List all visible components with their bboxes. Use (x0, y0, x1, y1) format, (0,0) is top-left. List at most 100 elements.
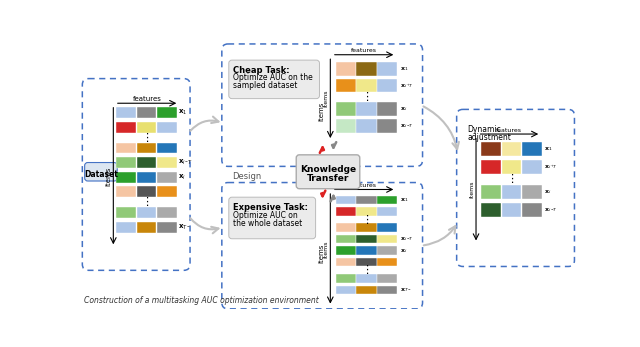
Text: $\mathbf{x}_i$: $\mathbf{x}_i$ (544, 188, 552, 196)
Bar (336, 286, 356, 294)
Text: items: items (106, 166, 112, 186)
Bar (522, 203, 541, 217)
Bar (377, 258, 397, 266)
Text: $\mathbf{x}_i$: $\mathbf{x}_i$ (179, 172, 186, 182)
Bar (157, 143, 177, 153)
Bar (502, 185, 522, 199)
FancyBboxPatch shape (84, 162, 117, 181)
Bar (116, 122, 136, 133)
Text: Design: Design (232, 172, 261, 181)
Bar (336, 62, 356, 76)
Bar (356, 246, 377, 255)
Text: $\mathbf{x}_{i^-\!T}$: $\mathbf{x}_{i^-\!T}$ (400, 122, 413, 130)
Text: Transfer: Transfer (307, 174, 349, 183)
Bar (356, 196, 377, 204)
Bar (157, 157, 177, 168)
Text: Dynamic: Dynamic (467, 125, 501, 134)
Bar (377, 196, 397, 204)
Bar (356, 286, 377, 294)
Bar (336, 223, 356, 232)
Bar (522, 185, 541, 199)
Text: adjustment: adjustment (467, 133, 511, 142)
Bar (336, 235, 356, 243)
Text: $\mathbf{x}_1$: $\mathbf{x}_1$ (544, 145, 553, 153)
Bar (136, 172, 156, 183)
Bar (157, 222, 177, 232)
Bar (136, 207, 156, 218)
Bar (136, 222, 156, 232)
Text: ⋮: ⋮ (141, 133, 152, 143)
Text: features: features (351, 183, 377, 188)
Bar (502, 203, 522, 217)
Bar (336, 274, 356, 283)
Bar (377, 119, 397, 133)
Bar (136, 107, 156, 118)
Bar (522, 160, 541, 174)
Bar (377, 79, 397, 92)
Bar (481, 185, 501, 199)
Text: $\mathbf{x}_{i^+\!T}$: $\mathbf{x}_{i^+\!T}$ (544, 163, 558, 171)
Bar (356, 102, 377, 116)
Bar (377, 223, 397, 232)
Text: $\mathbf{x}_{i^+\!T}$: $\mathbf{x}_{i^+\!T}$ (400, 82, 413, 90)
Bar (157, 172, 177, 183)
Text: Expensive Task:: Expensive Task: (233, 203, 308, 212)
Text: $\mathbf{x}_{i^-\!T}$: $\mathbf{x}_{i^-\!T}$ (179, 158, 193, 167)
Bar (377, 286, 397, 294)
Bar (116, 157, 136, 168)
Text: $\mathbf{x}_i$: $\mathbf{x}_i$ (400, 105, 407, 113)
Bar (356, 119, 377, 133)
Text: $\mathbf{x}_{T^-}$: $\mathbf{x}_{T^-}$ (179, 223, 191, 232)
Bar (336, 246, 356, 255)
Text: the whole dataset: the whole dataset (233, 219, 302, 228)
Bar (356, 79, 377, 92)
Text: Construction of a multitasking AUC optimization environment: Construction of a multitasking AUC optim… (84, 296, 319, 305)
Bar (377, 235, 397, 243)
Text: features: features (132, 96, 161, 102)
FancyBboxPatch shape (222, 44, 422, 166)
Bar (336, 102, 356, 116)
Bar (377, 207, 397, 215)
Text: features: features (351, 48, 377, 53)
Bar (502, 160, 522, 174)
FancyBboxPatch shape (83, 79, 190, 270)
Bar (116, 172, 136, 183)
Bar (116, 143, 136, 153)
Bar (481, 142, 501, 155)
Bar (356, 207, 377, 215)
Bar (157, 122, 177, 133)
Text: items: items (470, 181, 474, 198)
Text: $\mathbf{x}_1$: $\mathbf{x}_1$ (400, 65, 408, 73)
FancyBboxPatch shape (229, 197, 316, 239)
Bar (336, 258, 356, 266)
Text: $\mathbf{x}_1$: $\mathbf{x}_1$ (400, 196, 408, 204)
Text: $\mathbf{x}_1$: $\mathbf{x}_1$ (179, 108, 188, 117)
Bar (157, 207, 177, 218)
Bar (356, 258, 377, 266)
Bar (136, 157, 156, 168)
Bar (377, 246, 397, 255)
FancyBboxPatch shape (222, 183, 422, 309)
Bar (356, 274, 377, 283)
Text: $\mathbf{x}_{T^-}$: $\mathbf{x}_{T^-}$ (400, 286, 412, 294)
Text: ⋮: ⋮ (361, 92, 372, 102)
Text: Optimize AUC on the: Optimize AUC on the (233, 73, 312, 82)
Text: ⋮: ⋮ (506, 175, 517, 185)
FancyBboxPatch shape (229, 60, 319, 99)
Bar (481, 160, 501, 174)
Bar (481, 203, 501, 217)
Bar (116, 207, 136, 218)
Bar (336, 79, 356, 92)
Bar (356, 235, 377, 243)
Bar (336, 119, 356, 133)
Text: features: features (497, 127, 522, 133)
Text: sampled dataset: sampled dataset (233, 81, 297, 90)
Text: ⋮: ⋮ (141, 197, 152, 207)
Text: ⋮: ⋮ (361, 265, 372, 275)
FancyBboxPatch shape (296, 155, 360, 189)
Bar (356, 62, 377, 76)
Bar (502, 142, 522, 155)
Text: items: items (318, 244, 324, 263)
Bar (157, 186, 177, 197)
Text: Dataset: Dataset (84, 170, 118, 179)
